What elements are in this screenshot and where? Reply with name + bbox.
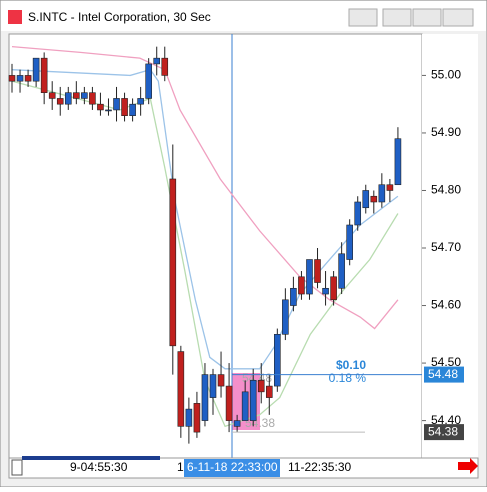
candle-body	[257, 380, 265, 393]
candle-body	[306, 259, 313, 295]
candle-body	[322, 287, 329, 295]
x-label: 9-04:55:30	[70, 460, 128, 474]
candle-body	[241, 391, 249, 421]
y-axis-area	[422, 34, 478, 458]
candle-body	[169, 178, 177, 347]
candle-body	[177, 351, 185, 427]
x-highlight	[184, 459, 280, 477]
candle-body	[48, 92, 56, 99]
scroll-bar[interactable]	[22, 456, 160, 460]
candle-body	[378, 184, 386, 203]
y-tick-label: 54.70	[431, 240, 461, 254]
candle-body	[265, 385, 273, 398]
app-icon	[8, 10, 22, 24]
candle-body	[145, 63, 152, 99]
candle-body	[233, 420, 241, 427]
last-price-badge	[424, 424, 464, 441]
scroll-right-arrow[interactable]	[458, 458, 478, 474]
candle-body	[97, 103, 104, 111]
candle-body	[282, 299, 289, 335]
x-label: 6-11-18 22:33:00	[187, 460, 278, 474]
candle-body	[386, 184, 394, 191]
candle-body	[73, 92, 80, 99]
candle-body	[113, 98, 120, 111]
scroll-handle[interactable]	[11, 459, 23, 476]
maximize-button[interactable]	[412, 8, 442, 27]
x-label: 1	[177, 460, 184, 474]
candle-body	[290, 287, 297, 306]
candle-body	[40, 57, 48, 93]
candle-body	[370, 195, 378, 203]
measure-change: $0.10	[336, 358, 366, 372]
candle-body	[105, 109, 112, 112]
candle-body	[81, 92, 88, 99]
candle-body	[129, 103, 136, 116]
candle-body	[185, 408, 193, 427]
candle-body	[193, 403, 201, 433]
candle-body	[225, 385, 233, 421]
candle-body	[137, 98, 144, 105]
measure-end: 54.48	[242, 371, 272, 385]
last-price: 54.38	[428, 424, 458, 438]
crosshair-price: 54.48	[428, 367, 458, 381]
y-tick-label: 54.80	[431, 183, 461, 197]
candle-body	[153, 57, 161, 65]
x-label: 11-22:35:30	[288, 460, 351, 474]
y-tick-label: 55.00	[431, 68, 461, 82]
y-tick-label: 54.60	[431, 298, 461, 312]
close-button[interactable]	[442, 8, 474, 27]
candle-body	[394, 138, 402, 186]
candle-body	[354, 201, 362, 226]
y-tick-label: 54.50	[431, 355, 461, 369]
crosshair-badge	[424, 366, 464, 383]
y-tick-label: 54.90	[431, 125, 461, 139]
candle-body	[161, 57, 169, 76]
y-tick-label: 54.40	[431, 413, 461, 427]
candle-body	[32, 57, 40, 82]
candle-body	[56, 98, 64, 105]
candle-body	[8, 75, 16, 82]
candle-body	[249, 380, 257, 421]
candle-body	[16, 75, 24, 82]
candle-body	[64, 92, 72, 105]
candle-body	[274, 334, 281, 387]
candle-body	[362, 190, 370, 209]
candle-body	[121, 98, 128, 116]
window-title: S.INTC - Intel Corporation, 30 Sec	[28, 10, 211, 24]
candle-body	[209, 374, 217, 398]
measure-percent: 0.18 %	[329, 371, 367, 385]
candle-body	[338, 253, 345, 289]
link-button[interactable]	[348, 8, 378, 27]
candle-body	[314, 259, 321, 283]
candle-body	[217, 374, 225, 387]
candle-body	[298, 276, 305, 295]
candle-body	[330, 276, 337, 301]
candle-body	[24, 75, 32, 82]
minimize-button[interactable]	[382, 8, 412, 27]
moving-average	[11, 46, 399, 330]
candle-body	[346, 224, 353, 260]
candle-body	[201, 374, 209, 421]
candle-body	[89, 92, 96, 105]
